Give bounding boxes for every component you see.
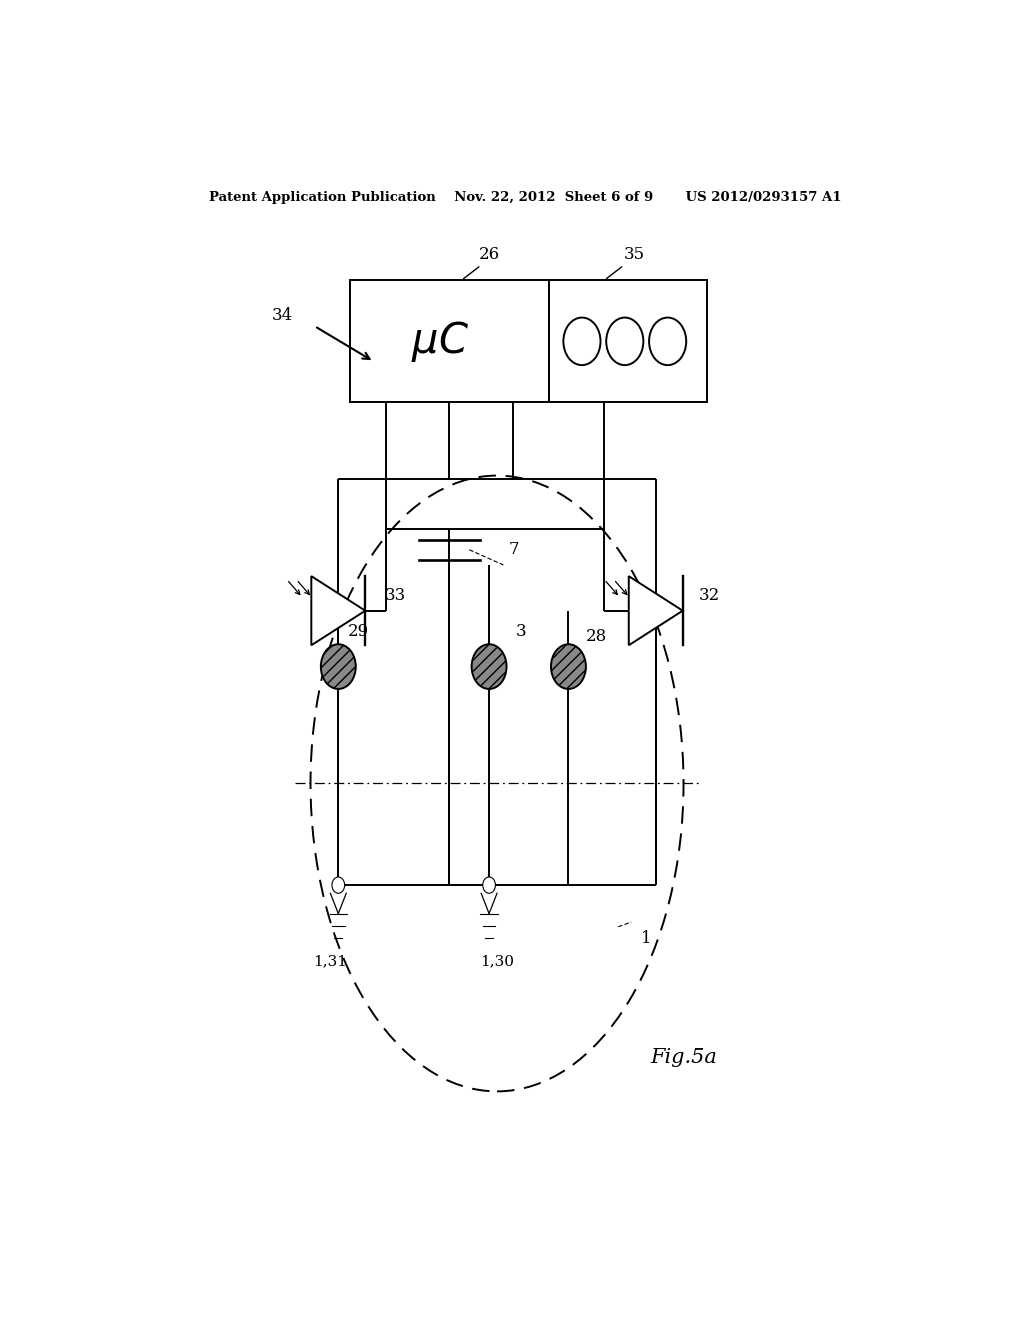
Text: 34: 34 <box>272 308 294 325</box>
Circle shape <box>649 318 686 366</box>
Bar <box>350 280 549 403</box>
Circle shape <box>551 644 586 689</box>
Text: 3: 3 <box>515 623 526 639</box>
Text: 7: 7 <box>509 541 519 558</box>
Text: Fig.5a: Fig.5a <box>650 1048 717 1068</box>
Polygon shape <box>311 576 366 645</box>
Circle shape <box>321 644 355 689</box>
Polygon shape <box>629 576 683 645</box>
Text: 1,30: 1,30 <box>480 954 514 969</box>
Text: 32: 32 <box>698 587 720 605</box>
Text: 33: 33 <box>385 587 407 605</box>
Text: 35: 35 <box>624 247 645 264</box>
Text: Patent Application Publication    Nov. 22, 2012  Sheet 6 of 9       US 2012/0293: Patent Application Publication Nov. 22, … <box>209 190 841 203</box>
Text: 28: 28 <box>586 627 607 644</box>
Text: 26: 26 <box>478 247 500 264</box>
Bar <box>549 280 708 403</box>
Circle shape <box>563 318 600 366</box>
Text: 29: 29 <box>347 623 369 639</box>
Text: 1,31: 1,31 <box>313 954 347 969</box>
Text: $\mu C$: $\mu C$ <box>411 319 468 364</box>
Circle shape <box>472 644 507 689</box>
Text: 1: 1 <box>641 931 651 948</box>
Circle shape <box>482 876 496 894</box>
Circle shape <box>606 318 643 366</box>
Circle shape <box>332 876 345 894</box>
